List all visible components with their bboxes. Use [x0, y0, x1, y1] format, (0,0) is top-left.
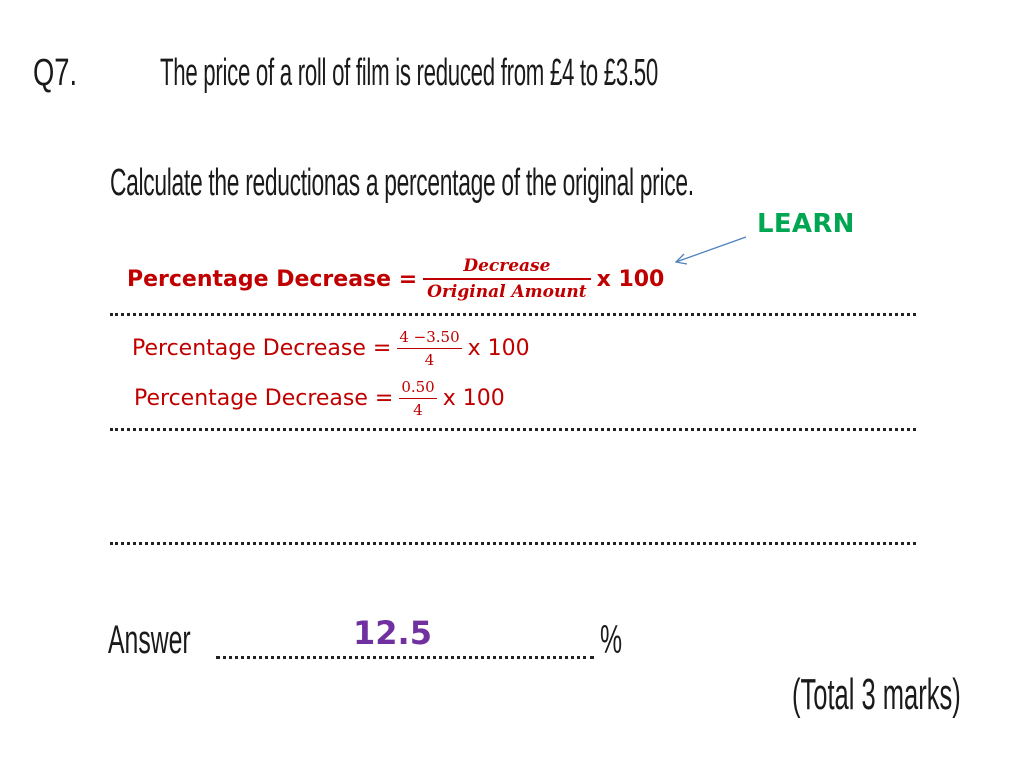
working-line-1 [110, 313, 916, 316]
step2-denominator: 4 [399, 398, 437, 419]
answer-value: 12.5 [353, 614, 432, 652]
total-marks: (Total 3 marks) [792, 670, 961, 719]
rule-denominator: Original Amount [423, 278, 591, 302]
percentage-decrease-rule: Percentage Decrease = Decrease Original … [127, 256, 664, 302]
step1-fraction: 4 −3.50 4 [397, 328, 462, 369]
step2-label: Percentage Decrease = [134, 386, 394, 411]
step2-fraction: 0.50 4 [399, 378, 437, 419]
answer-unit: % [600, 618, 623, 662]
rule-multiplier: x 100 [596, 266, 665, 292]
question-instruction: Calculate the reductionas a percentage o… [110, 162, 694, 204]
step1-label: Percentage Decrease = [132, 336, 392, 361]
question-text: The price of a roll of film is reduced f… [160, 52, 658, 94]
rule-fraction: Decrease Original Amount [423, 256, 591, 302]
arrow-icon [674, 236, 747, 265]
answer-label: Answer [108, 618, 191, 662]
working-line-2 [110, 428, 916, 431]
step1-denominator: 4 [397, 348, 462, 369]
learn-note: LEARN [757, 209, 855, 239]
working-step-1: Percentage Decrease = 4 −3.50 4 x 100 [132, 328, 530, 369]
working-line-3 [110, 542, 916, 545]
rule-label: Percentage Decrease = [127, 266, 418, 292]
step1-numerator: 4 −3.50 [399, 328, 460, 346]
question-number: Q7. [33, 52, 78, 94]
answer-line [216, 656, 594, 659]
step2-multiplier: x 100 [442, 386, 505, 411]
rule-numerator: Decrease [463, 256, 551, 276]
step2-numerator: 0.50 [401, 378, 435, 396]
step1-multiplier: x 100 [467, 336, 530, 361]
working-step-2: Percentage Decrease = 0.50 4 x 100 [134, 378, 505, 419]
